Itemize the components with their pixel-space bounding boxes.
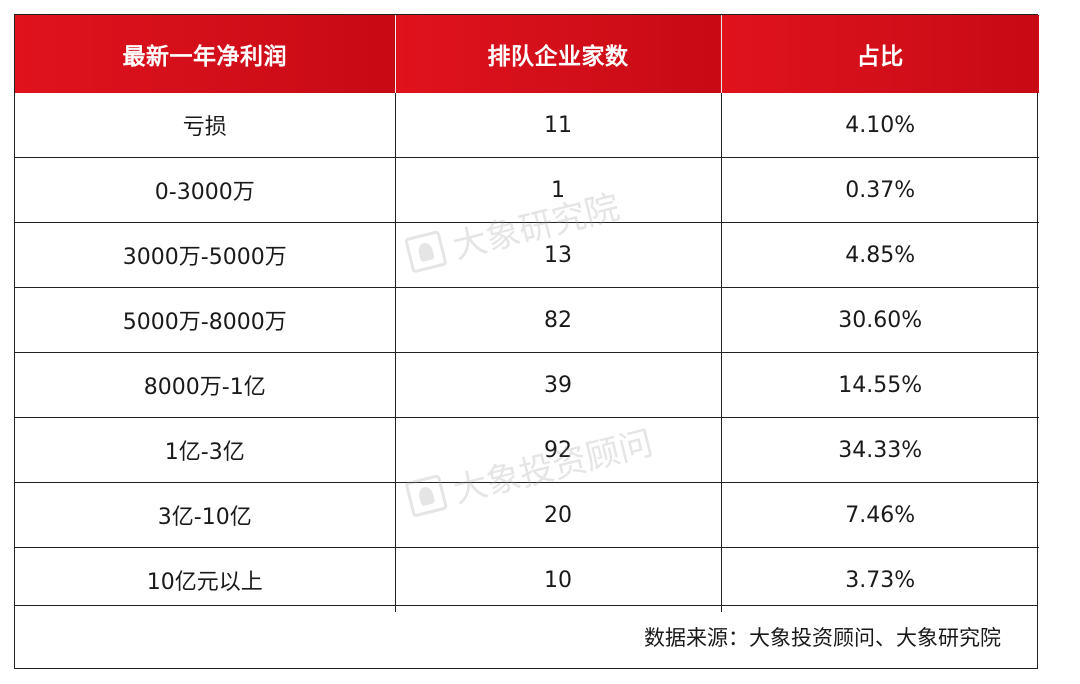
data-source-text: 数据来源：大象投资顾问、大象研究院 — [644, 626, 1001, 650]
cell-count: 39 — [395, 352, 722, 418]
table-row: 0-3000万 1 0.37% — [15, 157, 1039, 223]
table-header-row: 最新一年净利润 排队企业家数 占比 — [15, 15, 1039, 93]
table-row: 3亿-10亿 20 7.46% — [15, 482, 1039, 548]
header-net-profit: 最新一年净利润 — [15, 15, 396, 93]
cell-share: 30.60% — [721, 287, 1039, 353]
table-row: 3000万-5000万 13 4.85% — [15, 222, 1039, 288]
profit-distribution-table: 最新一年净利润 排队企业家数 占比 亏损 11 4.10% 0-3000万 1 … — [14, 14, 1039, 669]
cell-share: 34.33% — [721, 417, 1039, 483]
cell-profit-range: 1亿-3亿 — [15, 417, 396, 483]
cell-count: 20 — [395, 482, 722, 548]
table-row: 亏损 11 4.10% — [15, 93, 1039, 158]
data-source-footer: 数据来源：大象投资顾问、大象研究院 — [15, 605, 1037, 668]
header-company-count: 排队企业家数 — [395, 15, 722, 93]
cell-share: 4.85% — [721, 222, 1039, 288]
cell-share: 4.10% — [845, 112, 916, 138]
header-share: 占比 — [721, 15, 1039, 93]
table-row: 8000万-1亿 39 14.55% — [15, 352, 1039, 418]
cell-count: 1 — [395, 157, 722, 223]
cell-profit-range: 8000万-1亿 — [15, 352, 396, 418]
table-row: 1亿-3亿 92 34.33% — [15, 417, 1039, 483]
cell-count: 11 — [395, 93, 722, 158]
cell-profit-range: 亏损 — [15, 93, 396, 158]
table-row: 10亿元以上 10 3.73% — [15, 547, 1039, 612]
cell-profit-range: 3000万-5000万 — [15, 222, 396, 288]
cell-share: 7.46% — [721, 482, 1039, 548]
cell-count: 92 — [395, 417, 722, 483]
cell-share: 3.73% — [721, 547, 1039, 612]
cell-profit-range: 0-3000万 — [15, 157, 396, 223]
cell-share: 14.55% — [721, 352, 1039, 418]
cell-count: 13 — [395, 222, 722, 288]
cell-count: 82 — [395, 287, 722, 353]
table-row: 5000万-8000万 82 30.60% — [15, 287, 1039, 353]
cell-profit-range: 3亿-10亿 — [15, 482, 396, 548]
cell-profit-range: 5000万-8000万 — [15, 287, 396, 353]
cell-count: 10 — [395, 547, 722, 612]
cell-profit-range: 10亿元以上 — [15, 547, 396, 612]
cell-share: 0.37% — [721, 157, 1039, 223]
